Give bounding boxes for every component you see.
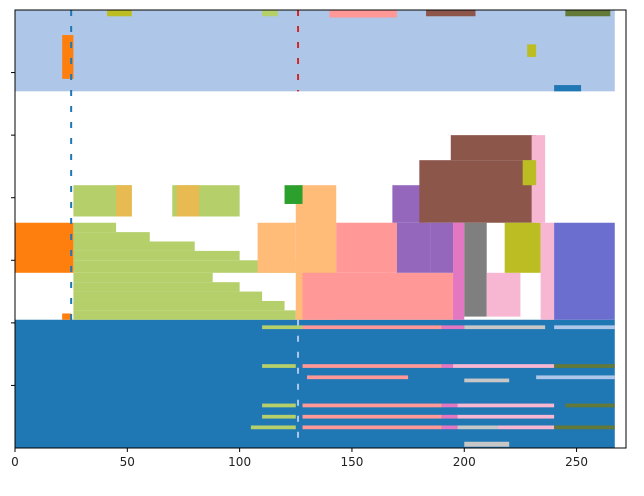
heatmap-cell [284,185,303,204]
heatmap-cell [15,222,74,273]
heatmap-cell [441,325,465,330]
heatmap-cell [540,222,555,320]
heatmap-cell [15,10,615,92]
heatmap-cell [73,250,240,261]
heatmap-cell [426,10,476,17]
plot-frame [14,9,627,449]
heatmap-cell [554,325,615,330]
heatmap-cells [15,10,615,448]
heatmap-cell [531,135,546,223]
heatmap-cell [73,310,296,320]
heatmap-cell [262,403,296,408]
heatmap-cell [441,414,458,419]
heatmap-cell [396,222,431,273]
x-tick-label: 0 [11,455,19,469]
heatmap-cell [419,160,537,223]
heatmap-cell [453,364,555,368]
heatmap-cell [302,325,442,330]
x-tick-label: 50 [120,455,135,469]
heatmap-cell [464,222,487,317]
heatmap-cell [302,425,442,430]
heatmap-cell [457,425,498,430]
heatmap-cell [302,364,442,368]
heatmap-cell [504,222,541,273]
heatmap-cell [62,35,74,79]
x-tick-label: 250 [565,455,588,469]
heatmap-cell [116,185,132,217]
x-tick-label: 100 [228,455,251,469]
heatmap-cell [464,325,546,330]
heatmap-cell [464,378,510,383]
heatmap-cell [336,222,397,273]
heatmap-cell [536,375,615,380]
heatmap-cell [441,425,458,430]
heatmap-cell [453,222,465,320]
heatmap-cell [257,222,296,273]
heatmap-cell [450,135,537,161]
heatmap-cell [302,272,454,320]
heatmap-cell [73,232,150,242]
heatmap-cell [554,85,582,92]
heatmap-cell [497,425,555,430]
heatmap-cell [527,44,537,57]
heatmap-cell [73,272,213,283]
plot-area [14,9,627,449]
heatmap-cell [554,222,615,320]
heatmap-cell [441,364,454,368]
heatmap-cell [107,10,132,17]
x-axis: 0 50 100 150 200 250 [11,448,588,469]
heatmap-cell [441,403,458,408]
heatmap-cell [73,282,240,292]
heatmap-cell [522,160,537,186]
heatmap-cell [176,185,200,217]
heatmap-cell [73,260,296,273]
heatmap-cell [262,364,296,368]
heatmap-cell [262,414,296,419]
heatmap-cell [307,375,409,380]
heatmap-lines [70,10,300,448]
heatmap-cell [73,291,263,301]
heatmap-cell [565,403,615,408]
heatmap-cell [457,403,555,408]
heatmap-cell [73,241,195,251]
heatmap-cell [62,313,72,320]
heatmap-cell [73,222,117,233]
y-axis [11,72,15,386]
heatmap-cell [302,414,442,419]
heatmap-cell [554,425,615,430]
heatmap-cell [486,272,521,317]
heatmap-cell [554,364,615,368]
x-tick-label: 200 [453,455,476,469]
heatmap-cell [250,425,296,430]
heatmap-cell [262,325,303,330]
heatmap-cell [302,403,442,408]
heatmap-cell [464,441,510,447]
heatmap-cell [262,10,278,17]
heatmap-cell [457,414,555,419]
x-tick-label: 150 [340,455,363,469]
heatmap-cell [392,185,424,223]
heatmap-cell [565,10,611,17]
heatmap-cell [430,222,454,273]
heatmap-cell [329,10,397,18]
heatmap-cell [73,300,285,311]
